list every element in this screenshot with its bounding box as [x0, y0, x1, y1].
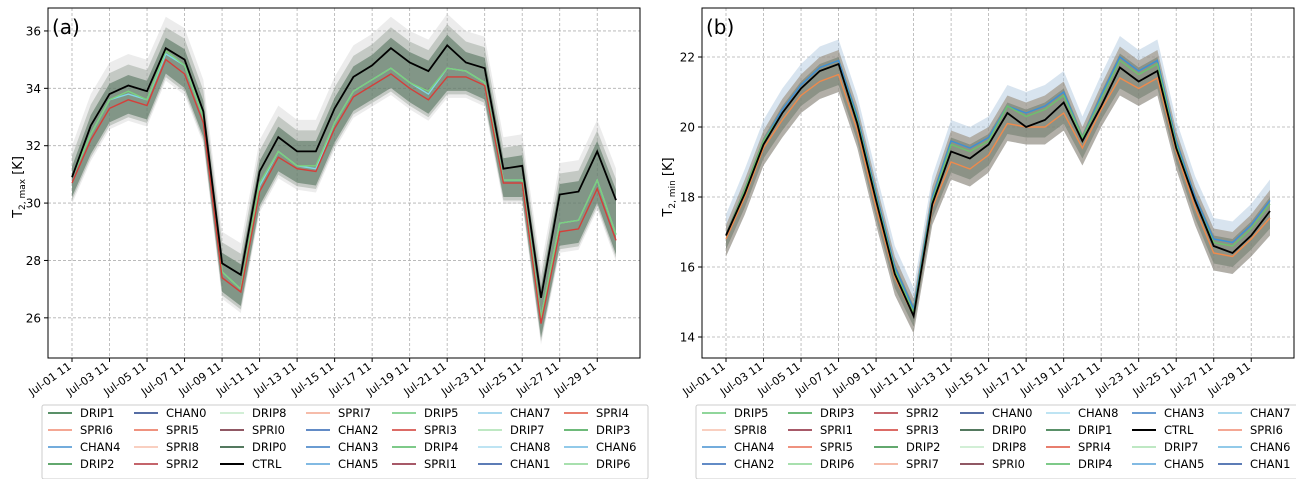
- y-tick-label: 34: [26, 82, 41, 96]
- y-tick-label: 14: [680, 331, 695, 345]
- y-tick-label: 36: [26, 24, 41, 38]
- spread-band-inner: [72, 34, 616, 338]
- legend-label: CHAN3: [338, 440, 378, 454]
- legend-label: DRIP1: [1078, 423, 1113, 437]
- legend-label: CHAN6: [1250, 440, 1290, 454]
- y-tick-label: 20: [680, 121, 695, 135]
- legend-label: CTRL: [252, 457, 282, 471]
- legend-label: DRIP1: [80, 406, 115, 420]
- legend-label: SPRI7: [338, 406, 371, 420]
- y-tick-label: 28: [26, 254, 41, 268]
- series-line-ctrl: [71, 43, 617, 298]
- legend-label: CHAN4: [734, 440, 774, 454]
- legend-label: SPRI2: [166, 457, 199, 471]
- legend-label: SPRI4: [596, 406, 629, 420]
- legend-label: DRIP4: [1078, 457, 1113, 471]
- legend-label: SPRI5: [166, 423, 199, 437]
- y-axis-label: T2, max [K]: [11, 156, 28, 219]
- legend-label: SPRI3: [906, 423, 939, 437]
- legend-label: SPRI6: [80, 423, 113, 437]
- legend-label: CHAN1: [1250, 457, 1290, 471]
- y-tick-label: 22: [680, 51, 695, 65]
- legend-label: DRIP6: [820, 457, 855, 471]
- legend: DRIP1 SPRI6 CHAN4 DRIP2 CHAN0 SPRI5 SPRI8 SPRI2…: [41, 404, 649, 479]
- legend-label: CHAN2: [734, 457, 774, 471]
- series-line-ensemble-blue-: [725, 55, 1271, 312]
- y-axis-label-unit: [K]: [11, 156, 26, 179]
- legend-label: SPRI7: [906, 457, 939, 471]
- y-tick-label: 32: [26, 139, 41, 153]
- y-axis-label-unit: [K]: [661, 157, 676, 180]
- y-axis-label-subscript: 2, min: [668, 180, 678, 208]
- y-axis-label-subscript: 2, max: [18, 178, 28, 210]
- legend-label: DRIP4: [424, 440, 459, 454]
- legend-label: CHAN5: [338, 457, 378, 471]
- legend-label: DRIP7: [510, 423, 545, 437]
- series-line-ctrl: [725, 62, 1271, 320]
- legend-label: SPRI0: [252, 423, 285, 437]
- legend-label: CHAN1: [510, 457, 550, 471]
- y-axis-label-main: T: [661, 209, 676, 218]
- legend-label: CHAN8: [510, 440, 550, 454]
- legend-label: SPRI3: [424, 423, 457, 437]
- legend-label: SPRI5: [820, 440, 853, 454]
- legend-box: [41, 404, 649, 479]
- legend-label: DRIP3: [820, 406, 855, 420]
- legend-label: SPRI1: [820, 423, 853, 437]
- legend-label: CHAN2: [338, 423, 378, 437]
- series-line-ensemble-red-: [71, 58, 617, 324]
- legend-label: CHAN8: [1078, 406, 1118, 420]
- legend-label: CHAN4: [80, 440, 120, 454]
- y-tick-label: 16: [680, 261, 695, 275]
- legend-box: [695, 404, 1296, 479]
- legend-label: SPRI8: [166, 440, 199, 454]
- axes-frame: [701, 7, 1295, 359]
- legend-label: SPRI2: [906, 406, 939, 420]
- legend-label: DRIP6: [596, 457, 631, 471]
- legend-label: SPRI4: [1078, 440, 1111, 454]
- legend-label: DRIP8: [252, 406, 287, 420]
- legend-label: CHAN6: [596, 440, 636, 454]
- panel-label: (a): [52, 15, 80, 39]
- legend-label: SPRI1: [424, 457, 457, 471]
- legend-label: DRIP5: [734, 406, 769, 420]
- legend-label: DRIP7: [1164, 440, 1199, 454]
- legend-label: SPRI0: [992, 457, 1025, 471]
- legend-label: SPRI6: [1250, 423, 1283, 437]
- legend-label: SPRI8: [734, 423, 767, 437]
- y-axis-label-main: T: [11, 210, 26, 219]
- legend-label: DRIP2: [906, 440, 941, 454]
- legend-label: DRIP0: [992, 423, 1027, 437]
- legend-label: DRIP0: [252, 440, 287, 454]
- y-tick-label: 30: [26, 197, 41, 211]
- legend-label: DRIP2: [80, 457, 115, 471]
- legend-label: CHAN7: [1250, 406, 1290, 420]
- y-axis-label: T2, min [K]: [661, 157, 678, 217]
- plot-area: [702, 8, 1294, 358]
- axes-frame: [47, 7, 641, 359]
- legend-label: CHAN5: [1164, 457, 1204, 471]
- legend-label: DRIP8: [992, 440, 1027, 454]
- legend-label: CHAN7: [510, 406, 550, 420]
- legend-label: CHAN0: [166, 406, 206, 420]
- legend-label: CHAN3: [1164, 406, 1204, 420]
- series-line-ensemble-orange-: [725, 73, 1271, 319]
- legend-label: DRIP3: [596, 423, 631, 437]
- y-tick-label: 18: [680, 191, 695, 205]
- panel-label: (b): [706, 15, 734, 39]
- legend-label: CTRL: [1164, 423, 1194, 437]
- y-tick-label: 26: [26, 311, 41, 325]
- legend-label: CHAN0: [992, 406, 1032, 420]
- legend-label: DRIP5: [424, 406, 459, 420]
- legend: DRIP5 SPRI8 CHAN4 CHAN2 DRIP3 SPRI1 SPRI5 DRIP6…: [695, 404, 1296, 479]
